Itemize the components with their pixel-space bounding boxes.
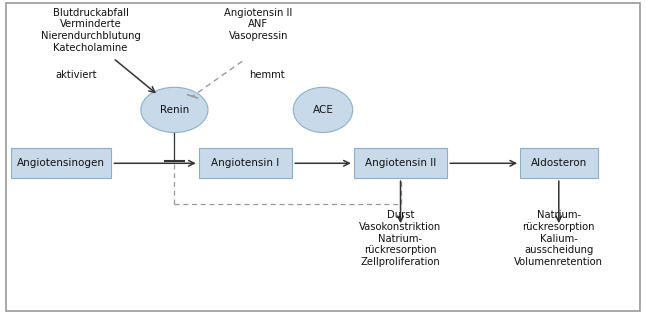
Text: ACE: ACE [313, 105, 333, 115]
FancyBboxPatch shape [354, 149, 448, 178]
Text: Angiotensinogen: Angiotensinogen [17, 158, 105, 168]
Text: Blutdruckabfall
Verminderte
Nierendurchblutung
Katecholamine: Blutdruckabfall Verminderte Nierendurchb… [41, 8, 140, 53]
Text: Angiotensin II
ANF
Vasopressin: Angiotensin II ANF Vasopressin [224, 8, 293, 41]
Text: Aldosteron: Aldosteron [530, 158, 587, 168]
Text: Angiotensin II: Angiotensin II [365, 158, 436, 168]
FancyBboxPatch shape [520, 149, 598, 178]
Text: aktiviert: aktiviert [55, 70, 96, 80]
Text: hemmt: hemmt [249, 70, 284, 80]
Ellipse shape [141, 87, 208, 133]
Text: Angiotensin I: Angiotensin I [211, 158, 280, 168]
Text: Durst
Vasokonstriktion
Natrium-
rückresorption
Zellproliferation: Durst Vasokonstriktion Natrium- rückreso… [359, 210, 442, 267]
Text: Renin: Renin [160, 105, 189, 115]
FancyBboxPatch shape [6, 3, 640, 311]
Ellipse shape [293, 87, 353, 133]
Text: Natrium-
rückresorption
Kalium-
ausscheidung
Volumenretention: Natrium- rückresorption Kalium- ausschei… [514, 210, 603, 267]
FancyBboxPatch shape [12, 149, 111, 178]
FancyBboxPatch shape [199, 149, 292, 178]
